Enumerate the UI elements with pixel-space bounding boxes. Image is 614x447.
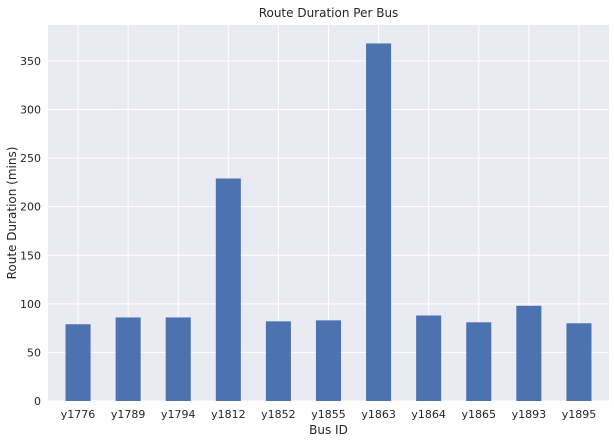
bar-y1855: [315, 320, 342, 401]
x-axis-label: Bus ID: [309, 423, 348, 437]
bar-y1789: [115, 317, 141, 401]
chart-title: Route Duration Per Bus: [259, 6, 399, 20]
y-tick-label: 150: [20, 249, 41, 262]
x-tick-label: y1852: [261, 408, 296, 421]
x-tick-label: y1794: [161, 408, 196, 421]
x-tick-label: y1776: [61, 408, 96, 421]
y-axis-ticks: 0 50 100 150 200 250 300 350: [20, 55, 41, 408]
x-tick-label: y1864: [411, 408, 446, 421]
y-tick-label: 300: [20, 104, 41, 117]
x-tick-label: y1812: [211, 408, 246, 421]
y-axis-label: Route Duration (mins): [5, 147, 19, 280]
bar-y1865: [466, 322, 492, 401]
x-tick-label: y1863: [361, 408, 396, 421]
y-tick-label: 250: [20, 152, 41, 165]
y-tick-label: 200: [20, 201, 41, 214]
y-tick-label: 0: [34, 395, 41, 408]
bar-y1864: [416, 315, 442, 401]
x-tick-label: y1855: [311, 408, 346, 421]
x-tick-label: y1865: [462, 408, 497, 421]
y-tick-label: 350: [20, 55, 41, 68]
bar-y1852: [265, 321, 291, 401]
bar-y1776: [65, 324, 91, 401]
x-tick-label: y1895: [562, 408, 597, 421]
y-tick-label: 100: [20, 298, 41, 311]
y-tick-label: 50: [27, 346, 41, 359]
bar-y1895: [566, 323, 592, 401]
x-tick-label: y1789: [111, 408, 146, 421]
bar-y1794: [165, 317, 191, 401]
x-axis-ticks: y1776 y1789 y1794 y1812 y1852 y1855 y1863 y1864…: [61, 408, 596, 421]
bar-y1893: [516, 305, 542, 401]
x-tick-label: y1893: [512, 408, 547, 421]
bar-y1812: [215, 178, 241, 401]
bar-y1863: [366, 43, 392, 401]
bars: [65, 43, 592, 401]
